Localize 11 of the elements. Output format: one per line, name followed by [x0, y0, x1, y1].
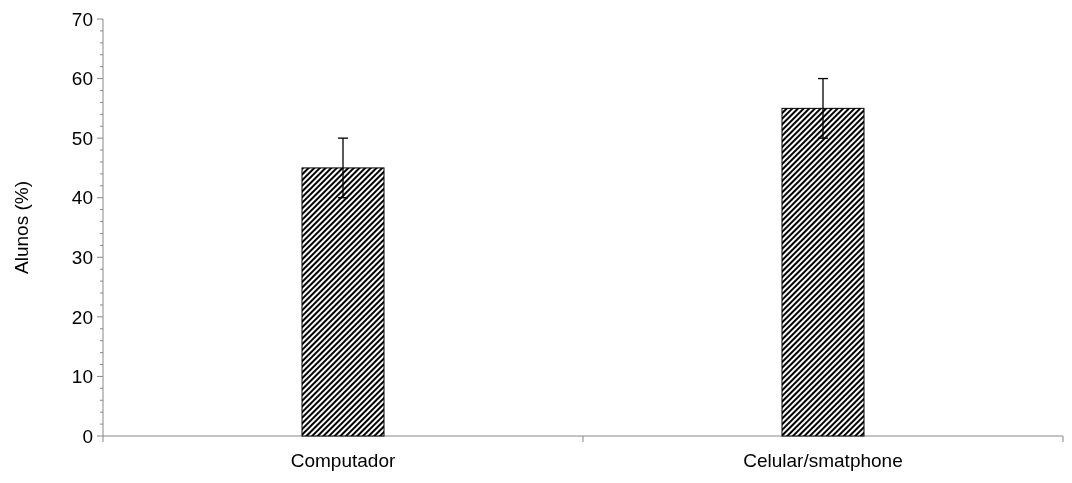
- y-tick-label: 50: [71, 127, 93, 149]
- y-tick-label: 60: [71, 68, 93, 90]
- x-tick-label: Celular/smatphone: [743, 450, 903, 471]
- y-tick-label: 40: [71, 187, 93, 209]
- x-tick-label: Computador: [290, 450, 396, 471]
- y-tick-label: 70: [71, 8, 93, 30]
- y-tick-label: 20: [71, 306, 93, 328]
- y-tick-label: 0: [82, 425, 93, 447]
- y-tick-label: 30: [71, 246, 93, 268]
- y-axis-title: Alunos (%): [11, 181, 32, 274]
- y-tick-label: 10: [71, 366, 93, 388]
